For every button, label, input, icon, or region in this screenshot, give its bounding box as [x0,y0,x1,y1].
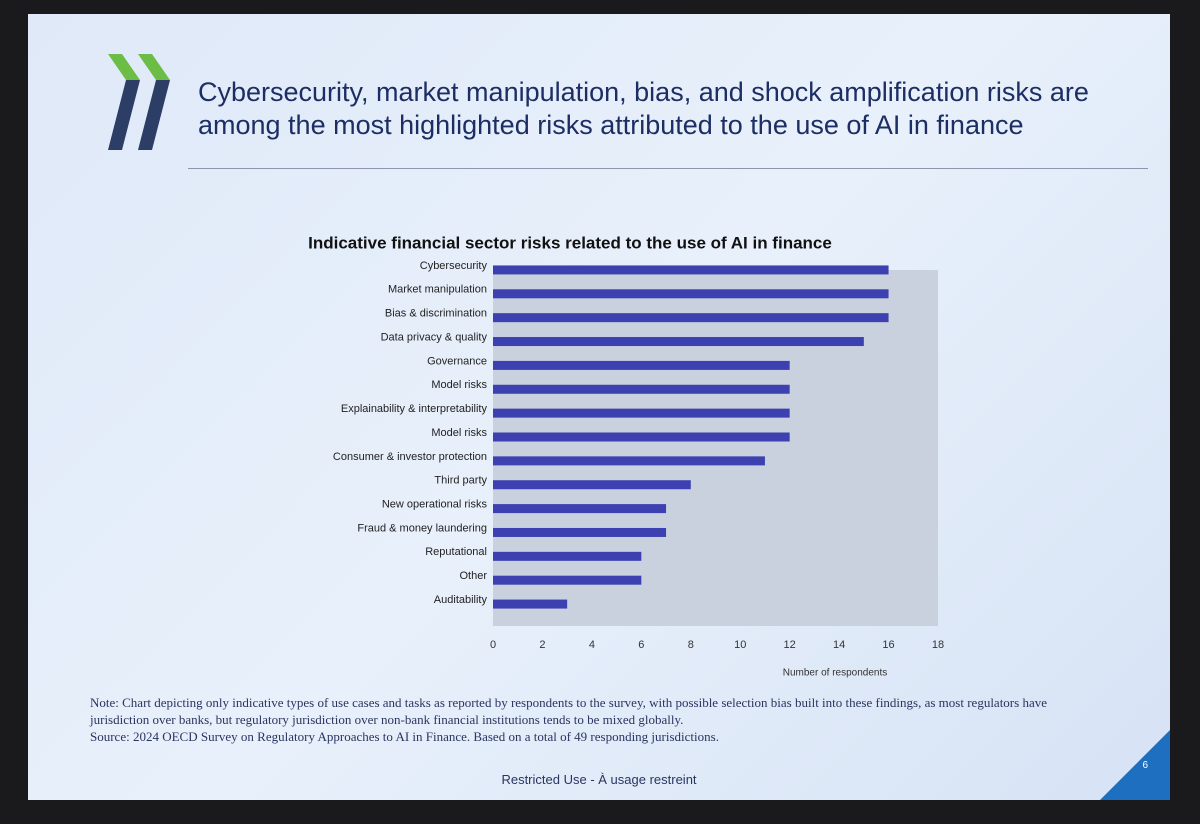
y-tick-label: Consumer & investor protection [333,451,487,463]
bar [493,313,889,323]
bar [493,432,790,442]
corner-triangle [1100,730,1170,800]
x-tick-label: 10 [734,639,746,651]
bar [493,289,889,299]
x-tick-label: 18 [932,639,944,651]
bar [493,265,889,275]
y-tick-label: Data privacy & quality [381,331,488,343]
heading-rule [188,168,1148,169]
y-tick-label: Governance [427,355,487,367]
bar [493,551,642,561]
x-tick-label: 14 [833,639,845,651]
logo [108,54,170,150]
y-tick-label: Reputational [425,546,487,558]
y-tick-label: Bias & discrimination [385,308,487,320]
x-tick-label: 16 [882,639,894,651]
y-tick-label: Auditability [434,594,488,606]
y-tick-label: New operational risks [382,499,488,511]
y-tick-label: Explainability & interpretability [341,403,488,415]
footer: Restricted Use - À usage restreint [501,772,697,787]
slide: Cybersecurity, market manipulation, bias… [28,14,1170,800]
slide-heading: Cybersecurity, market manipulation, bias… [198,77,1089,140]
x-axis-label: Number of respondents [783,668,888,679]
y-tick-label: Model risks [431,379,487,391]
y-tick-label: Other [459,570,487,582]
bar [493,456,765,466]
note-text: Note: Chart depicting only indicative ty… [90,695,1047,727]
bar [493,575,642,585]
bar [493,360,790,370]
bar [493,337,864,347]
chart: Indicative financial sector risks relate… [308,233,944,679]
y-tick-label: Market manipulation [388,284,487,296]
x-tick-label: 8 [688,639,694,651]
note: Note: Chart depicting only indicative ty… [90,694,1100,745]
x-tick-label: 0 [490,639,496,651]
bar [493,599,568,609]
y-tick-label: Third party [434,475,487,487]
x-tick-label: 6 [638,639,644,651]
bar [493,408,790,418]
bar [493,527,667,537]
bar [493,384,790,394]
page-number: 6 [1142,760,1148,771]
y-tick-label: Cybersecurity [420,260,488,272]
x-tick-label: 4 [589,639,595,651]
chart-title: Indicative financial sector risks relate… [308,233,832,252]
plot-area [493,270,938,626]
y-tick-label: Fraud & money laundering [357,522,487,534]
source-text: Source: 2024 OECD Survey on Regulatory A… [90,729,719,744]
bar [493,504,667,514]
bar [493,480,691,490]
y-tick-label: Model risks [431,427,487,439]
x-tick-label: 12 [784,639,796,651]
x-tick-label: 2 [539,639,545,651]
